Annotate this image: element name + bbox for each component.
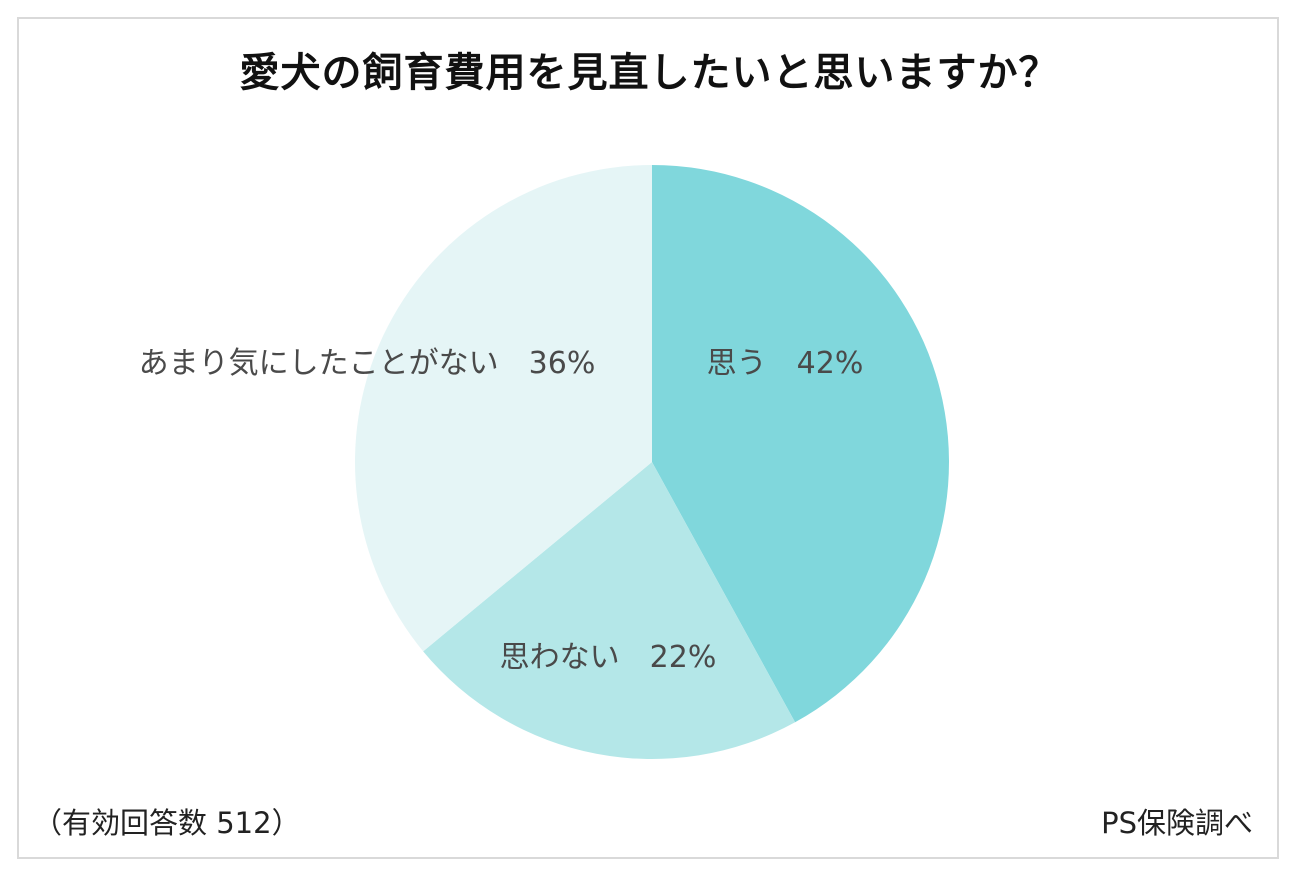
chart-title: 愛犬の飼育費用を見直したいと思いますか？ (239, 50, 1060, 96)
pie-slice-2 (423, 462, 796, 760)
slice-label-3: あまり気にしたことがない 36% (139, 346, 596, 381)
pie-slices (354, 165, 949, 760)
source-credit: PS保険調べ (1101, 806, 1253, 840)
pie-slice-1 (652, 165, 949, 723)
slice-label-1: 思う 42% (707, 346, 864, 381)
response-count-note: （有効回答数 512） (33, 806, 301, 840)
pie-labels: 思う 42% 思わない 22% あまり気にしたことがない 36% (139, 346, 864, 675)
slice-label-2: 思わない 22% (500, 640, 717, 675)
pie-slice-3 (354, 165, 652, 652)
